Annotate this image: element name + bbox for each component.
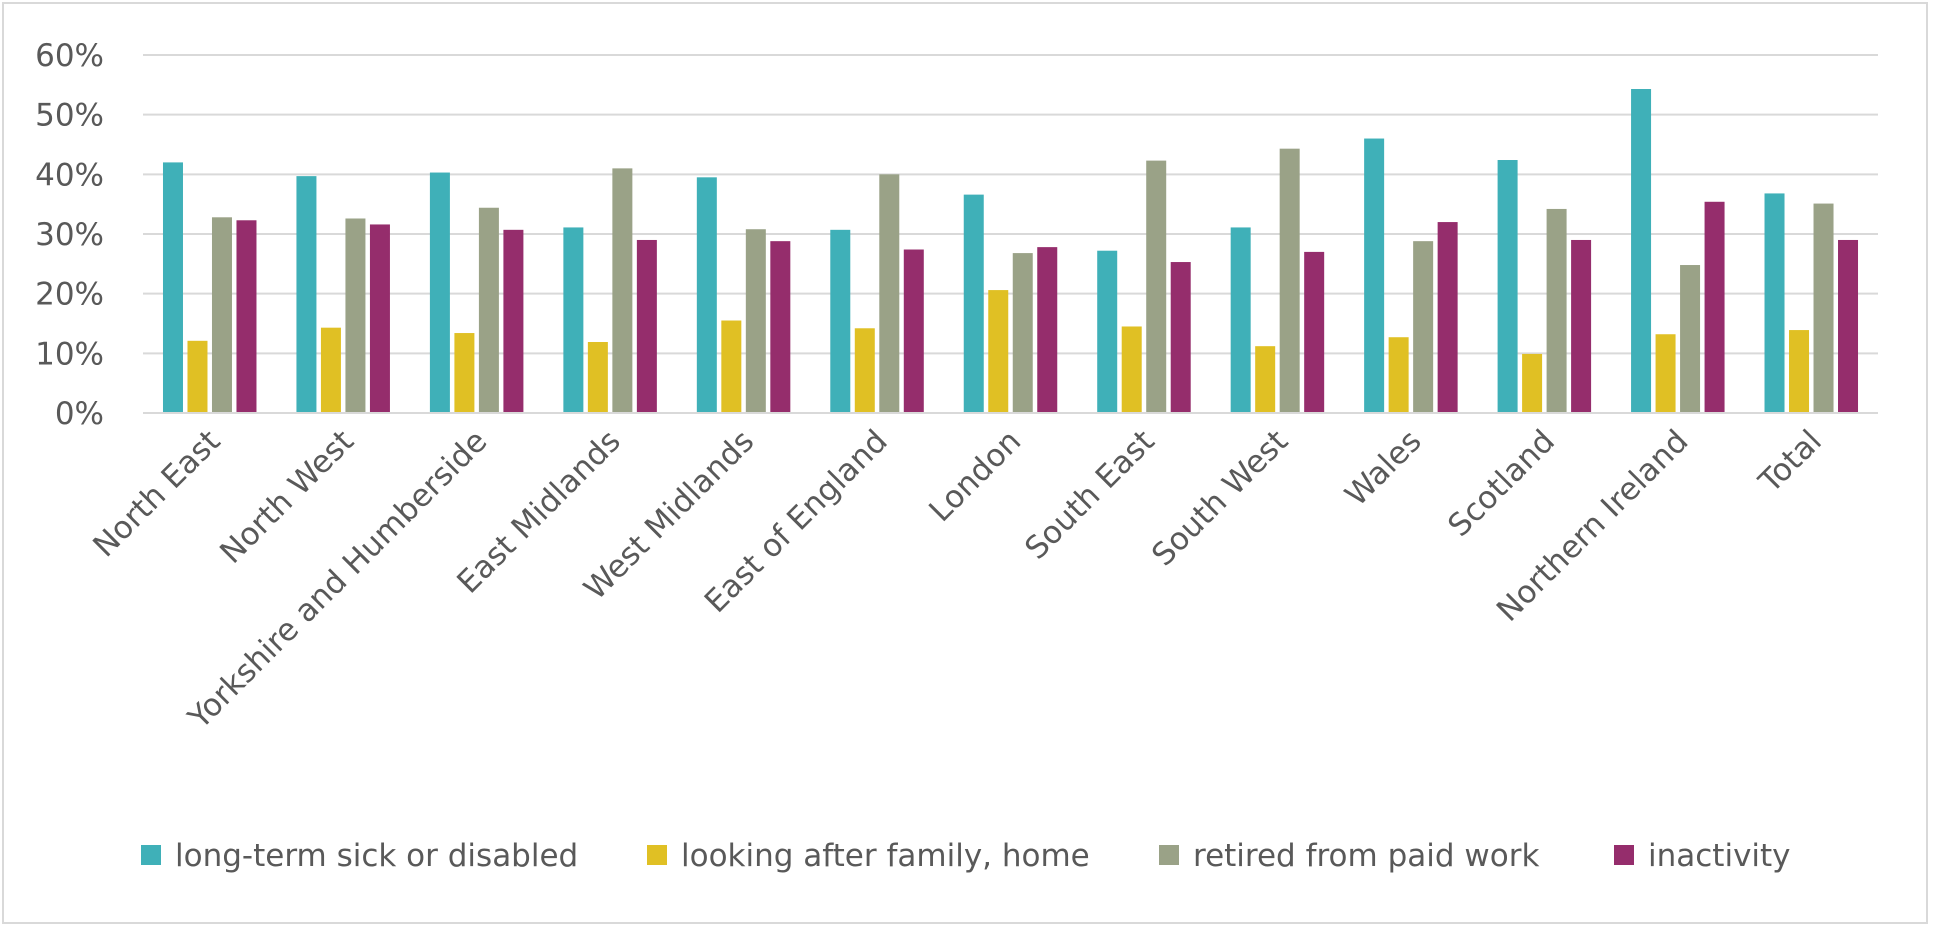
bar-inactivity-9 [1437, 222, 1458, 413]
x-category-label: South West [1145, 423, 1295, 573]
bars [162, 89, 1859, 414]
bar-long-term-sick-or-disabled-2 [429, 172, 450, 413]
x-category-label: London [922, 423, 1028, 529]
legend-label: retired from paid work [1193, 838, 1539, 874]
bar-retired-from-paid-work-12 [1813, 203, 1834, 413]
bar-inactivity-7 [1170, 262, 1191, 413]
bar-retired-from-paid-work-4 [745, 229, 766, 413]
legend-label: long-term sick or disabled [175, 838, 578, 874]
gridlines [143, 54, 1878, 355]
bar-retired-from-paid-work-10 [1546, 208, 1567, 413]
bar-inactivity-12 [1838, 239, 1859, 413]
x-category-label: South East [1018, 423, 1161, 566]
x-category-label: Wales [1338, 423, 1428, 513]
legend-label: inactivity [1648, 838, 1791, 874]
y-tick-label: 20% [35, 277, 104, 313]
bar-long-term-sick-or-disabled-10 [1497, 160, 1518, 413]
bar-looking-after-family-home-7 [1121, 326, 1142, 413]
y-tick-label: 10% [35, 336, 104, 372]
bar-looking-after-family-home-12 [1789, 330, 1810, 413]
y-tick-label: 0% [55, 396, 104, 432]
legend-swatch [1159, 845, 1179, 865]
bar-retired-from-paid-work-3 [612, 168, 633, 413]
y-tick-label: 30% [35, 217, 104, 253]
legend-swatch [647, 845, 667, 865]
bar-long-term-sick-or-disabled-11 [1631, 89, 1652, 413]
bar-inactivity-2 [503, 229, 524, 413]
bar-retired-from-paid-work-9 [1413, 241, 1434, 413]
bar-long-term-sick-or-disabled-8 [1230, 227, 1251, 413]
bar-long-term-sick-or-disabled-4 [696, 177, 717, 413]
legend-swatch [1614, 845, 1634, 865]
bar-inactivity-1 [369, 224, 390, 413]
bar-inactivity-8 [1304, 251, 1325, 413]
bar-looking-after-family-home-2 [454, 333, 475, 413]
bar-retired-from-paid-work-11 [1680, 265, 1701, 413]
bar-looking-after-family-home-3 [587, 341, 608, 413]
y-tick-label: 40% [35, 157, 104, 193]
bar-inactivity-4 [770, 241, 791, 413]
x-category-label: Total [1752, 423, 1829, 500]
bar-looking-after-family-home-11 [1655, 334, 1676, 413]
bar-retired-from-paid-work-6 [1012, 253, 1033, 413]
bar-inactivity-11 [1704, 201, 1725, 413]
bar-long-term-sick-or-disabled-0 [162, 162, 183, 413]
bar-looking-after-family-home-10 [1522, 353, 1543, 413]
bar-inactivity-6 [1037, 247, 1058, 413]
legend: long-term sick or disabled looking after … [141, 838, 1791, 874]
bar-long-term-sick-or-disabled-9 [1364, 138, 1385, 414]
x-category-label: North East [86, 423, 227, 564]
bar-looking-after-family-home-9 [1388, 337, 1409, 413]
bar-inactivity-3 [636, 239, 657, 413]
bar-inactivity-5 [903, 249, 924, 413]
bar-looking-after-family-home-8 [1255, 346, 1276, 413]
bar-long-term-sick-or-disabled-3 [563, 227, 584, 413]
bar-looking-after-family-home-5 [854, 328, 875, 413]
bar-long-term-sick-or-disabled-5 [830, 229, 851, 413]
bar-retired-from-paid-work-0 [211, 217, 232, 413]
y-tick-label: 50% [35, 98, 104, 134]
y-axis-tick-labels: 0% 10% 20% 30% 40% 50% 60% [35, 38, 104, 432]
bar-long-term-sick-or-disabled-12 [1764, 193, 1785, 413]
y-tick-label: 60% [35, 38, 104, 74]
bar-long-term-sick-or-disabled-6 [963, 194, 984, 413]
x-category-label: North West [213, 423, 361, 571]
x-category-label: Scotland [1441, 423, 1562, 544]
bar-retired-from-paid-work-7 [1146, 160, 1167, 413]
bar-inactivity-0 [236, 220, 257, 413]
legend-swatch [141, 845, 161, 865]
bar-looking-after-family-home-4 [721, 320, 742, 413]
bar-retired-from-paid-work-2 [478, 207, 499, 413]
bar-inactivity-10 [1571, 239, 1592, 413]
bar-looking-after-family-home-1 [320, 327, 341, 413]
bar-looking-after-family-home-0 [187, 340, 208, 413]
legend-label: looking after family, home [681, 838, 1090, 874]
bar-retired-from-paid-work-1 [345, 218, 366, 413]
bar-long-term-sick-or-disabled-1 [296, 176, 317, 413]
bar-long-term-sick-or-disabled-7 [1097, 250, 1118, 413]
bar-looking-after-family-home-6 [988, 290, 1009, 413]
bar-retired-from-paid-work-5 [879, 174, 900, 413]
bar-retired-from-paid-work-8 [1279, 148, 1300, 413]
